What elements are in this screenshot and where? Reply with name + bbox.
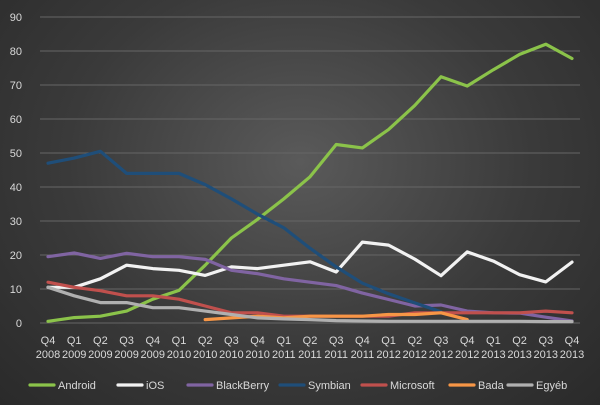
y-tick-label: 80 xyxy=(10,46,22,58)
x-tick-year: 2010 xyxy=(245,349,269,361)
x-tick-quarter: Q1 xyxy=(486,335,501,347)
x-tick-quarter: Q3 xyxy=(119,335,134,347)
x-tick-quarter: Q2 xyxy=(198,335,213,347)
x-tick-year: 2008 xyxy=(36,349,60,361)
legend-label: Egyéb xyxy=(536,380,567,392)
legend-label: Symbian xyxy=(308,380,351,392)
x-tick-year: 2009 xyxy=(114,349,138,361)
legend-label: iOS xyxy=(146,380,164,392)
x-tick-quarter: Q2 xyxy=(512,335,527,347)
x-tick-year: 2009 xyxy=(88,349,112,361)
x-tick-quarter: Q3 xyxy=(224,335,239,347)
x-tick-year: 2013 xyxy=(507,349,531,361)
x-tick-year: 2011 xyxy=(351,349,375,361)
x-tick-quarter: Q4 xyxy=(41,335,56,347)
x-tick-quarter: Q1 xyxy=(172,335,187,347)
x-tick-quarter: Q4 xyxy=(565,335,580,347)
x-tick-quarter: Q4 xyxy=(145,335,160,347)
x-tick-quarter: Q2 xyxy=(93,335,108,347)
x-tick-year: 2009 xyxy=(62,349,86,361)
x-tick-year: 2011 xyxy=(324,349,348,361)
x-axis-ticks: Q4 2008 Q1 2009 Q2 2009 Q3 2009 Q4 2009 Q1 2010 Q2 20… xyxy=(36,335,584,361)
y-tick-label: 30 xyxy=(10,216,22,228)
x-tick-year: 2010 xyxy=(193,349,217,361)
y-tick-label: 0 xyxy=(16,318,22,330)
series-lines xyxy=(46,42,574,324)
x-tick-year: 2012 xyxy=(429,349,453,361)
legend-item-android: Android xyxy=(28,380,96,392)
x-tick-year: 2009 xyxy=(141,349,165,361)
x-tick-year: 2011 xyxy=(298,349,322,361)
legend-item-blackberry: BlackBerry xyxy=(186,380,270,392)
legend-label: Microsoft xyxy=(390,380,435,392)
y-tick-label: 70 xyxy=(10,80,22,92)
y-axis-ticks: 0 10 20 30 40 50 60 70 80 90 xyxy=(10,12,22,330)
legend-item-egy-b: Egyéb xyxy=(506,380,567,392)
legend-label: Android xyxy=(58,380,96,392)
x-tick-year: 2012 xyxy=(376,349,400,361)
x-tick-quarter: Q1 xyxy=(67,335,82,347)
series-line-egy-b xyxy=(46,285,574,324)
x-tick-year: 2013 xyxy=(481,349,505,361)
series-line-symbian xyxy=(46,149,443,314)
x-tick-quarter: Q1 xyxy=(381,335,396,347)
x-tick-quarter: Q3 xyxy=(434,335,449,347)
x-tick-year: 2013 xyxy=(560,349,584,361)
y-tick-label: 20 xyxy=(10,250,22,262)
x-tick-quarter: Q4 xyxy=(250,335,265,347)
y-tick-label: 40 xyxy=(10,182,22,194)
legend-item-microsoft: Microsoft xyxy=(360,380,435,392)
y-tick-label: 50 xyxy=(10,148,22,160)
legend-item-bada: Bada xyxy=(448,380,505,392)
x-tick-quarter: Q1 xyxy=(276,335,291,347)
x-tick-quarter: Q3 xyxy=(329,335,344,347)
y-tick-label: 60 xyxy=(10,114,22,126)
x-tick-year: 2010 xyxy=(219,349,243,361)
x-tick-year: 2011 xyxy=(272,349,296,361)
legend-item-symbian: Symbian xyxy=(278,380,351,392)
legend-item-ios: iOS xyxy=(116,380,164,392)
x-tick-quarter: Q2 xyxy=(407,335,422,347)
x-tick-quarter: Q4 xyxy=(355,335,370,347)
legend-label: Bada xyxy=(478,380,505,392)
y-tick-label: 10 xyxy=(10,284,22,296)
x-tick-year: 2012 xyxy=(403,349,427,361)
x-tick-quarter: Q3 xyxy=(538,335,553,347)
series-line-ios xyxy=(46,240,574,289)
y-tick-label: 90 xyxy=(10,12,22,24)
x-tick-year: 2012 xyxy=(455,349,479,361)
x-tick-quarter: Q2 xyxy=(303,335,318,347)
x-tick-quarter: Q4 xyxy=(460,335,475,347)
x-tick-year: 2010 xyxy=(167,349,191,361)
series-line-android xyxy=(46,42,574,323)
legend: Android iOS BlackBerry Symbian Microsoft Bada… xyxy=(28,380,567,392)
x-tick-year: 2013 xyxy=(534,349,558,361)
legend-label: BlackBerry xyxy=(216,380,270,392)
